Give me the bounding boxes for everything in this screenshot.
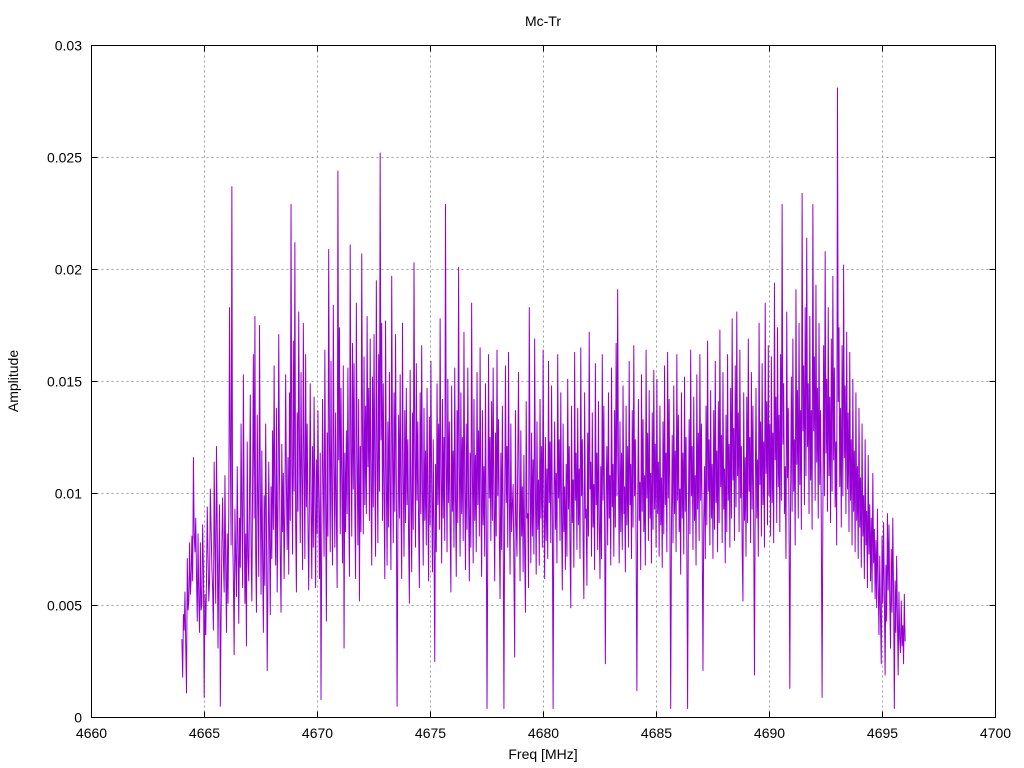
y-tick-label: 0.025 bbox=[47, 150, 82, 166]
y-tick-label: 0 bbox=[74, 710, 82, 726]
y-tick-label: 0.03 bbox=[55, 38, 82, 54]
series-group bbox=[181, 87, 906, 710]
y-tick-labels: 0 0.005 0.01 0.015 0.02 0.025 0.03 bbox=[47, 38, 82, 726]
y-axis-title: Amplitude bbox=[5, 350, 21, 412]
y-tick-label: 0.005 bbox=[47, 598, 82, 614]
x-tick-label: 4700 bbox=[980, 725, 1011, 741]
x-tick-label: 4665 bbox=[189, 725, 220, 741]
tick-marks bbox=[91, 45, 996, 718]
x-tick-label: 4685 bbox=[641, 725, 672, 741]
x-tick-labels: 4660 4665 4670 4675 4680 4685 4690 4695 4700 bbox=[76, 725, 1011, 741]
y-tick-label: 0.01 bbox=[55, 486, 82, 502]
chart-title: Mc-Tr bbox=[525, 13, 561, 29]
x-tick-label: 4690 bbox=[754, 725, 785, 741]
x-tick-label: 4680 bbox=[528, 725, 559, 741]
x-axis-title: Freq [MHz] bbox=[508, 746, 577, 762]
x-tick-label: 4675 bbox=[415, 725, 446, 741]
y-tick-label: 0.02 bbox=[55, 262, 82, 278]
x-tick-label: 4670 bbox=[302, 725, 333, 741]
x-tick-label: 4695 bbox=[867, 725, 898, 741]
series-line-0 bbox=[181, 87, 906, 710]
y-tick-label: 0.015 bbox=[47, 374, 82, 390]
x-tick-label: 4660 bbox=[76, 725, 107, 741]
